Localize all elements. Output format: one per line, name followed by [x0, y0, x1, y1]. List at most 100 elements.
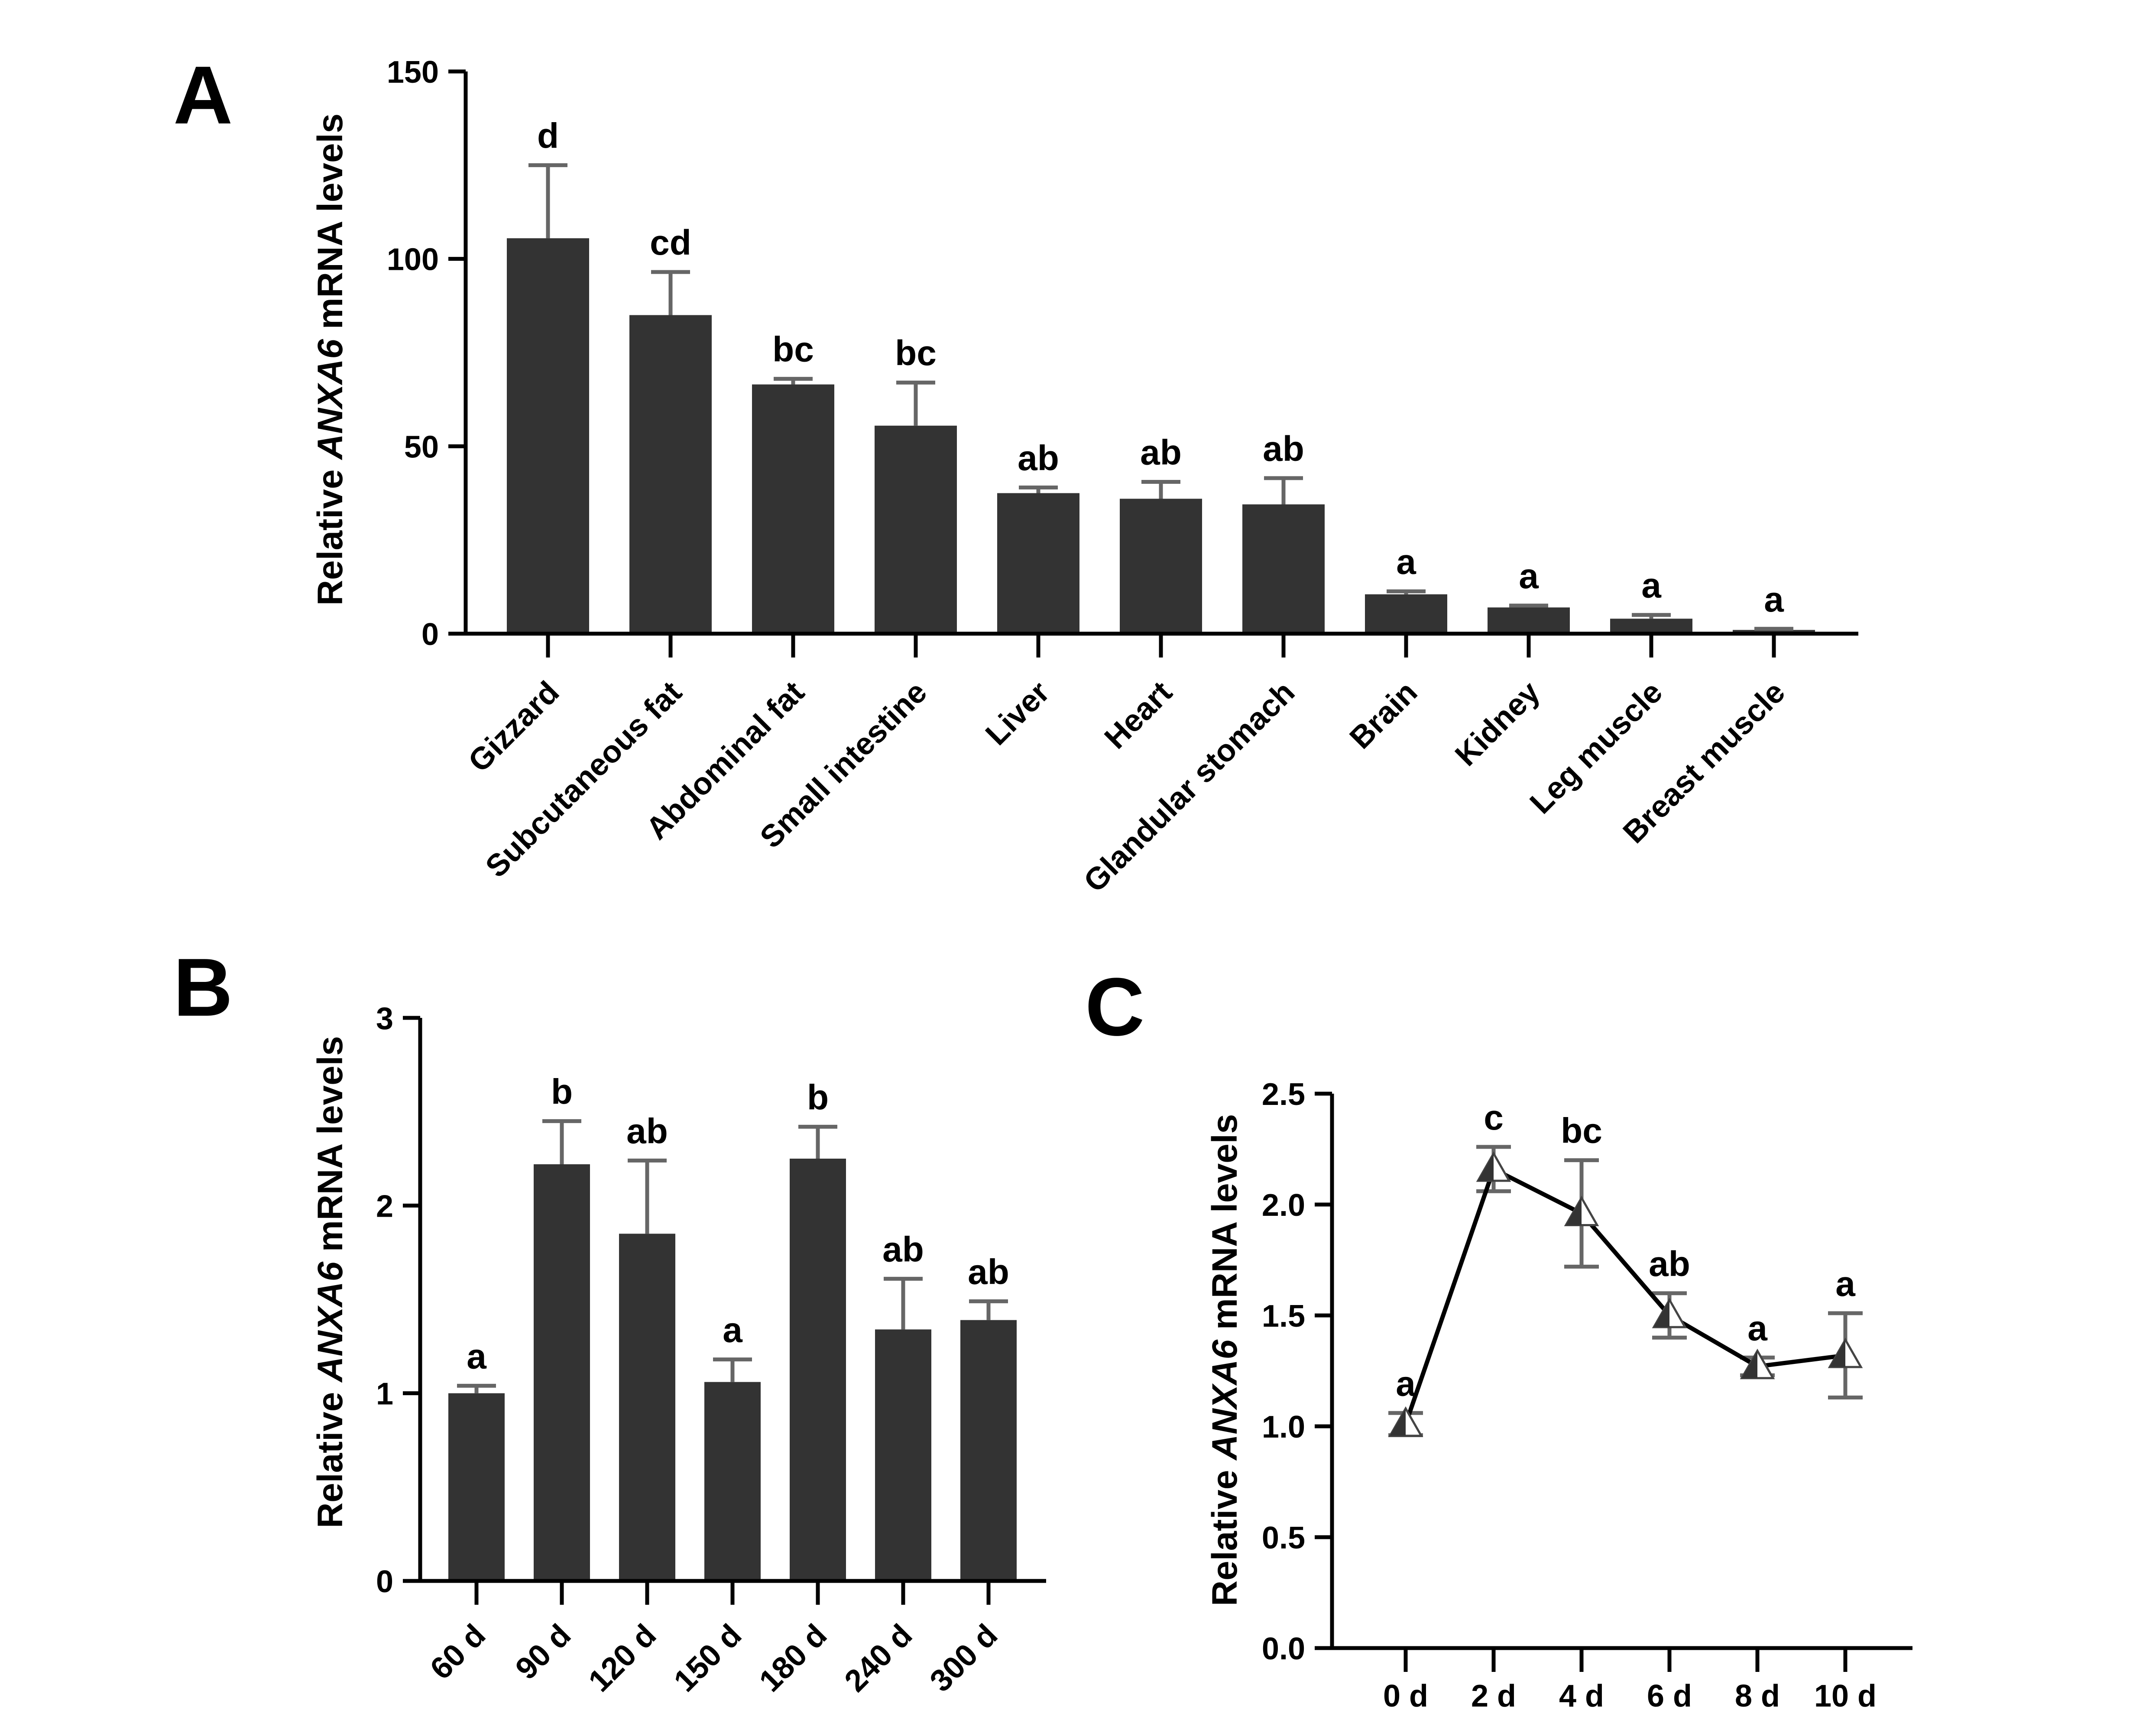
x-tick-label: 6 d [1647, 1679, 1692, 1713]
significance-letter: c [1484, 1098, 1504, 1137]
y-tick-label: 150 [387, 55, 439, 90]
y-tick-label: 3 [376, 1001, 393, 1036]
x-tick-label: Brain [1343, 675, 1424, 756]
bar [960, 1320, 1017, 1581]
x-tick-label: 120 d [582, 1618, 663, 1699]
x-tick-label: Liver [979, 675, 1056, 752]
bar [629, 315, 712, 634]
significance-letter: a [723, 1311, 743, 1350]
y-tick-label: 2.5 [1262, 1077, 1305, 1112]
x-tick-label: 2 d [1471, 1679, 1516, 1713]
y-tick-label: 1.5 [1262, 1299, 1305, 1334]
panel-c-error-bars [1388, 1145, 1863, 1437]
y-tick-label: 1.0 [1262, 1410, 1305, 1445]
x-tick-label: Glandular stomach [1077, 675, 1302, 899]
x-tick-label: 8 d [1735, 1679, 1780, 1713]
significance-letter: b [551, 1072, 573, 1111]
significance-letter: bc [772, 330, 814, 369]
significance-letter: a [467, 1337, 487, 1376]
panel-c-x-ticks: 0 d 2 d 4 d 6 d 8 d 10 d [1383, 1648, 1877, 1713]
bar [1365, 594, 1447, 634]
significance-letter: a [1396, 542, 1416, 582]
y-tick-label: 0 [421, 617, 439, 652]
data-point-triangle-filled [1742, 1351, 1757, 1378]
data-point-triangle-filled [1830, 1340, 1845, 1367]
panel-a-error-bars [528, 163, 1793, 631]
y-tick-label: 50 [404, 430, 439, 464]
panel-a-bars [507, 238, 1815, 634]
y-tick-label: 2 [376, 1189, 393, 1224]
y-tick-label: 0.5 [1262, 1521, 1305, 1555]
panel-a-y-axis-label: Relative ANXA6 mRNA levels [311, 113, 350, 606]
x-tick-label: 0 d [1383, 1679, 1428, 1713]
series-line [1403, 1166, 1846, 1425]
data-point-triangle-filled [1478, 1153, 1494, 1181]
y-tick-label: 100 [387, 243, 439, 277]
significance-letter: ab [1018, 439, 1059, 478]
significance-letter: b [807, 1078, 829, 1117]
panel-a-y-ticks: 0 50 100 150 [387, 55, 466, 652]
significance-letter: a [1519, 557, 1539, 596]
panel-b: B 0 1 2 3 60 d 90 d 120 d 150 d 180 d 240 d 300 d… [173, 942, 1046, 1699]
y-tick-label: 1 [376, 1377, 393, 1412]
significance-letter: a [1835, 1264, 1856, 1304]
panel-c-label: C [1085, 961, 1144, 1053]
significance-letter: ab [1263, 429, 1304, 469]
significance-letter: ab [968, 1252, 1009, 1292]
x-tick-label: 300 d [924, 1618, 1005, 1699]
bar [1488, 607, 1570, 634]
bar [507, 238, 589, 634]
bar [534, 1164, 590, 1581]
significance-letter: bc [1561, 1111, 1602, 1151]
panel-a-label: A [173, 49, 233, 141]
significance-letter: bc [895, 334, 937, 373]
bar [1610, 619, 1692, 634]
panel-b-y-ticks: 0 1 2 3 [376, 1001, 420, 1599]
x-tick-label: 60 d [424, 1618, 492, 1686]
data-point-triangle-filled [1390, 1408, 1406, 1436]
panel-b-label: B [173, 942, 233, 1033]
bar [1242, 504, 1325, 634]
panel-c-y-axis-label: Relative ANXA6 mRNA levels [1205, 1114, 1245, 1606]
significance-letter: ab [1140, 433, 1182, 473]
significance-letter: ab [882, 1230, 924, 1269]
x-tick-label: 150 d [668, 1618, 749, 1699]
data-point-triangle-filled [1654, 1300, 1669, 1327]
significance-letter: a [1396, 1364, 1416, 1403]
panel-c-axes [1330, 1094, 1912, 1650]
y-tick-label: 2.0 [1262, 1188, 1305, 1223]
panel-a-significance-letters: d cd bc bc ab ab ab a a a a [537, 116, 1784, 619]
bar [875, 425, 957, 634]
bar [704, 1382, 761, 1581]
panel-b-error-bars [457, 1119, 1008, 1393]
significance-letter: d [537, 116, 559, 155]
y-tick-label: 0.0 [1262, 1632, 1305, 1666]
x-tick-label: Heart [1098, 675, 1179, 756]
significance-letter: a [1641, 566, 1662, 606]
data-point-triangle-filled [1566, 1198, 1582, 1225]
bar [1120, 499, 1202, 634]
panel-c-y-ticks: 0.0 0.5 1.0 1.5 2.0 2.5 [1262, 1077, 1332, 1666]
bar [448, 1393, 505, 1581]
y-tick-label: 0 [376, 1564, 393, 1599]
x-tick-label: Kidney [1449, 675, 1546, 773]
x-tick-label: 90 d [509, 1618, 577, 1686]
significance-letter: ab [1649, 1244, 1690, 1284]
bar [997, 493, 1079, 634]
panel-c-points [1388, 1151, 1863, 1437]
bar [619, 1234, 675, 1581]
panel-b-bars [448, 1159, 1017, 1581]
panel-c-line [1403, 1166, 1846, 1425]
x-tick-label: 4 d [1559, 1679, 1604, 1713]
x-tick-label: Gizzard [462, 675, 566, 779]
significance-letter: a [1764, 580, 1784, 619]
x-tick-label: 10 d [1814, 1679, 1877, 1713]
significance-letter: ab [626, 1111, 668, 1151]
panel-c-significance-letters: a c bc ab a a [1396, 1098, 1856, 1403]
significance-letter: cd [650, 223, 691, 262]
bar [752, 384, 834, 634]
